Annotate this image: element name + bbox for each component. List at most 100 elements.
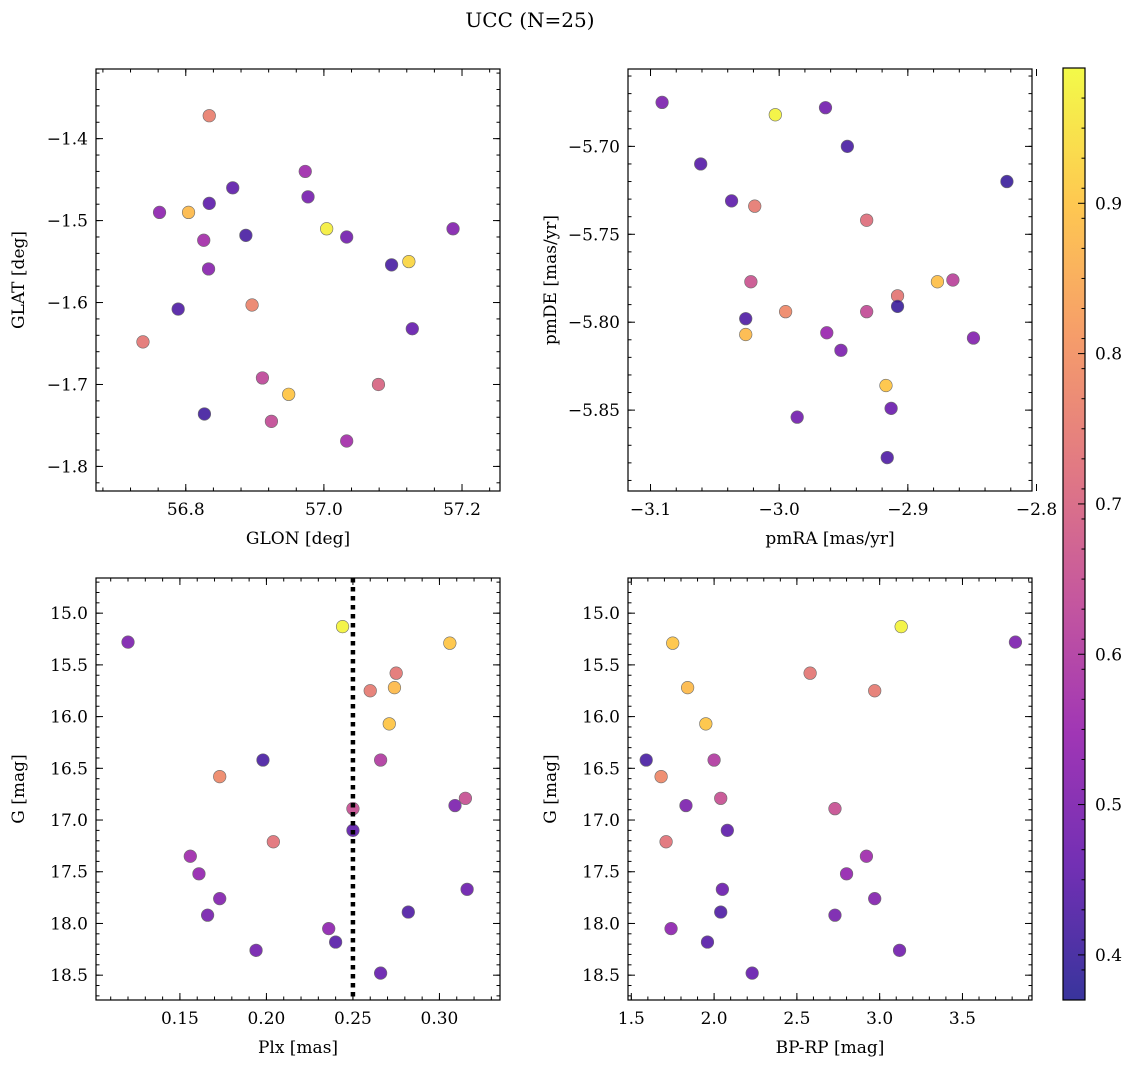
scatter-point (335, 620, 350, 634)
x-tick-label: 0.25 (334, 1009, 372, 1029)
scatter-point (839, 867, 854, 881)
scatter-point (266, 835, 280, 849)
scatter-point (966, 331, 981, 345)
scatter-point (181, 205, 196, 219)
scatter-point (699, 717, 713, 731)
scatter-point (213, 769, 227, 784)
scatter-point (192, 867, 206, 881)
colorbar-tick-label: 0.5 (1095, 796, 1122, 816)
y-tick-label: 15.0 (582, 604, 620, 624)
scatter-point (834, 343, 848, 357)
x-axis-label: Plx [mas] (258, 1038, 338, 1058)
scatter-point (197, 407, 212, 421)
colorbar: 0.4 0.5 0.6 0.7 0.8 0.9 (1062, 67, 1122, 1001)
scatter-point (384, 258, 399, 272)
scatter-point (446, 222, 460, 236)
axes-frame (627, 577, 1033, 1001)
scatter-point (301, 190, 315, 204)
scatter-point (171, 302, 185, 316)
scatter-point (200, 908, 215, 922)
colorbar-tick-label: 0.9 (1095, 194, 1122, 214)
scatter-point (639, 753, 653, 767)
colorbar-gradient (1063, 68, 1085, 1000)
scatter-point (739, 312, 753, 326)
scatter-point (868, 684, 882, 698)
y-tick-label: −1.8 (47, 457, 88, 477)
scatter-point (744, 275, 758, 289)
figure-title: UCC (N=25) (465, 8, 594, 32)
y-tick-label: −5.75 (568, 225, 620, 245)
x-tick-label: −2.9 (887, 500, 928, 520)
x-axis-label: GLON [deg] (246, 529, 350, 549)
scatter-point (202, 196, 216, 210)
scatter-point (890, 299, 905, 313)
y-tick-label: 16.0 (582, 708, 620, 728)
panel-bprp-g: 1.5 2.0 2.5 3.0 3.5 15.0 15.5 16.0 16.5 17.0 17.5 1… (541, 577, 1033, 1058)
x-tick-label: 0.20 (247, 1009, 285, 1029)
y-axis-label: pmDE [mas/yr] (541, 215, 561, 345)
scatter-point (659, 835, 673, 849)
x-tick-label: 0.30 (421, 1009, 459, 1029)
scatter-point (859, 849, 874, 863)
scatter-point (715, 882, 729, 896)
scatter-point (448, 798, 462, 813)
x-tick-label: 2.0 (701, 1009, 728, 1029)
panel-pmra-pmde: −3.1 −3.0 −2.9 −2.8 −5.85 −5.80 −5.75 −5.70 pmRA… (541, 68, 1057, 549)
scatter-point (803, 666, 817, 680)
y-tick-label: −1.7 (47, 375, 88, 395)
x-tick-label: 3.0 (866, 1009, 893, 1029)
scatter-point (389, 666, 403, 680)
y-tick-label: 18.0 (582, 914, 620, 934)
y-tick-label: −1.6 (47, 294, 88, 314)
scatter-point (197, 233, 211, 247)
y-tick-label: −5.85 (568, 401, 620, 421)
y-tick-label: 15.5 (582, 656, 620, 676)
scatter-point (694, 157, 708, 171)
scatter-point (213, 892, 227, 906)
scatter-point (152, 205, 167, 219)
y-tick-label: 18.5 (50, 966, 88, 986)
x-axis-label: pmRA [mas/yr] (765, 529, 894, 549)
y-tick-label: 18.5 (582, 966, 620, 986)
x-tick-label: 57.2 (443, 500, 481, 520)
y-tick-label: 17.5 (582, 863, 620, 883)
y-tick-label: 17.0 (50, 811, 88, 831)
scatter-point (880, 450, 894, 465)
y-tick-label: 16.0 (50, 708, 88, 728)
scatter-point (374, 966, 388, 980)
scatter-point (1008, 635, 1023, 649)
scatter-point (739, 327, 753, 342)
scatter-point (679, 798, 693, 813)
scatter-point (226, 181, 240, 195)
scatter-point (892, 943, 907, 957)
scatter-point (202, 109, 216, 123)
x-tick-label: 0.15 (161, 1009, 199, 1029)
scatter-point (458, 791, 472, 805)
colorbar-tick-label: 0.6 (1095, 645, 1122, 665)
scatter-point (790, 410, 804, 424)
scatter-point (245, 298, 259, 312)
y-tick-label: 18.0 (50, 914, 88, 934)
panel-glon-glat: 56.8 57.0 57.2 −1.8 −1.7 −1.6 −1.5 −1.4 GLON [de… (9, 68, 501, 549)
x-tick-label: 2.5 (783, 1009, 810, 1029)
y-tick-label: 16.5 (582, 759, 620, 779)
scatter-point (860, 213, 874, 227)
scatter-point (714, 791, 728, 805)
scatter-point (405, 322, 419, 336)
scatter-point (402, 254, 416, 269)
scatter-point (884, 401, 898, 415)
y-tick-label: −1.5 (47, 212, 88, 232)
scatter-point (329, 935, 343, 949)
colorbar-tick-label: 0.7 (1095, 495, 1122, 515)
scatter-points (136, 109, 460, 448)
scatter-point (320, 222, 334, 236)
scatter-point (298, 164, 312, 179)
scatter-point (183, 849, 197, 863)
scatter-point (460, 882, 474, 896)
x-axis-label: BP-RP [mag] (776, 1038, 885, 1058)
scatter-point (255, 371, 270, 385)
scatter-point (860, 305, 874, 319)
scatter-point (720, 823, 734, 837)
scatter-point (946, 273, 960, 287)
scatter-point (374, 753, 388, 767)
